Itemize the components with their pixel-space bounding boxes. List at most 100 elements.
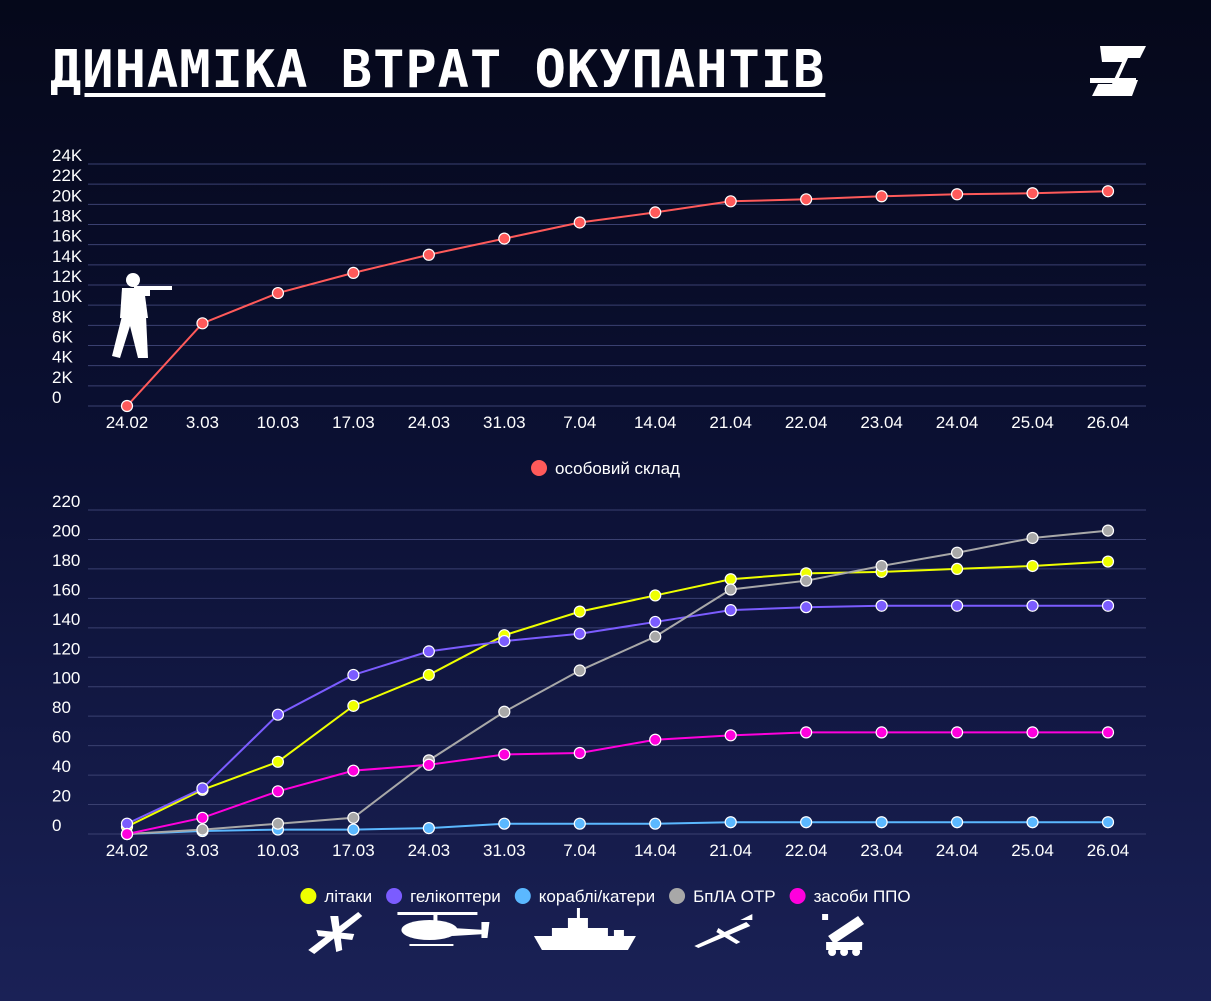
legend-item: літаки — [300, 887, 372, 906]
y-tick-label: 2K — [52, 368, 73, 387]
data-point — [1026, 559, 1039, 573]
series-line — [126, 604, 1108, 825]
legend-label: БпЛА ОТР — [693, 887, 776, 906]
data-point — [1101, 555, 1115, 568]
series-line — [126, 821, 1108, 835]
data-point — [800, 726, 813, 739]
data-point — [649, 589, 662, 602]
y-tick-label: 20K — [52, 186, 83, 205]
data-point — [196, 317, 209, 330]
data-point — [498, 634, 511, 648]
legend-label: засоби ППО — [814, 887, 911, 906]
data-point — [347, 764, 360, 777]
data-point — [950, 816, 964, 829]
data-point — [1101, 524, 1115, 537]
data-point — [196, 811, 209, 824]
data-point — [347, 668, 360, 682]
y-tick-label: 16K — [52, 227, 83, 246]
data-point — [422, 822, 435, 835]
legend-label: гелікоптери — [410, 887, 501, 906]
legend: літаки гелікоптери кораблі/катери БпЛА ОТР з… — [300, 887, 911, 906]
x-tick-label: 22.04 — [785, 841, 828, 860]
y-tick-label: 6K — [52, 328, 73, 347]
x-tick-label: 21.04 — [709, 841, 752, 860]
y-tick-label: 22K — [52, 166, 83, 185]
legend-marker — [300, 888, 317, 904]
legend-label: літаки — [324, 887, 372, 906]
legend: особовий склад — [531, 459, 680, 478]
y-tick-label: 180 — [52, 551, 80, 570]
series-2 — [120, 599, 1115, 830]
data-point — [347, 823, 360, 836]
y-tick-label: 20 — [52, 787, 71, 806]
page-title: ДИНАМІКА ВТРАТ ОКУПАНТІВ — [50, 40, 826, 100]
data-point — [875, 599, 888, 612]
x-tick-label: 22.04 — [785, 413, 828, 432]
x-tick-label: 14.04 — [634, 841, 677, 860]
legend-marker — [789, 888, 806, 904]
data-point — [950, 188, 964, 201]
data-point — [875, 559, 888, 573]
series-5 — [120, 726, 1115, 841]
x-tick-label: 24.04 — [936, 413, 979, 432]
data-point — [649, 615, 662, 629]
legend-marker — [386, 888, 403, 904]
x-tick-label: 24.03 — [408, 841, 451, 860]
legend-item: засоби ППО — [789, 887, 911, 906]
data-point — [1026, 531, 1039, 545]
legend-item: особовий склад — [531, 459, 680, 478]
x-tick-label: 26.04 — [1087, 413, 1130, 432]
x-tick-label: 24.02 — [106, 841, 149, 860]
data-point — [573, 605, 586, 618]
y-tick-label: 12K — [52, 267, 83, 286]
z-brand-logo-icon — [1090, 46, 1146, 96]
x-tick-label: 25.04 — [1011, 841, 1054, 860]
data-point — [950, 546, 964, 559]
data-point — [120, 399, 134, 413]
data-point — [573, 627, 586, 640]
data-point — [800, 193, 813, 206]
data-point — [120, 827, 134, 841]
data-point — [1101, 185, 1115, 198]
air-defense-icon — [822, 914, 865, 956]
y-tick-label: 14K — [52, 247, 83, 266]
legend-item: кораблі/катери — [514, 887, 655, 906]
y-tick-label: 0 — [52, 816, 61, 835]
x-tick-label: 7.04 — [563, 413, 596, 432]
legend-label: кораблі/катери — [539, 887, 655, 906]
data-point — [649, 817, 662, 830]
y-tick-label: 100 — [52, 669, 80, 688]
x-tick-label: 23.04 — [860, 841, 903, 860]
helicopter-icon — [397, 912, 490, 946]
series-3 — [120, 816, 1115, 841]
data-point — [950, 726, 964, 739]
x-tick-label: 24.03 — [408, 413, 451, 432]
chart-2: 0 20 40 60 80 100 120 140 160 180 200 220 24.02 3.03 1… — [52, 492, 1146, 956]
data-point — [573, 664, 586, 677]
x-tick-label: 17.03 — [332, 841, 375, 860]
y-tick-label: 24K — [52, 146, 83, 165]
y-tick-label: 140 — [52, 610, 80, 629]
data-point — [724, 816, 737, 829]
data-point — [1026, 599, 1039, 612]
x-tick-label: 21.04 — [709, 413, 752, 432]
data-point — [875, 816, 888, 829]
x-tick-label: 24.02 — [106, 413, 149, 432]
data-point — [724, 729, 737, 742]
data-point — [1101, 726, 1115, 739]
x-tick-label: 10.03 — [257, 413, 300, 432]
data-point — [498, 232, 511, 245]
data-point — [800, 574, 813, 587]
x-tick-label: 31.03 — [483, 413, 526, 432]
data-point — [422, 668, 435, 682]
data-point — [1026, 187, 1039, 200]
series-1 — [120, 185, 1115, 413]
series-4 — [120, 524, 1115, 841]
data-point — [347, 266, 360, 279]
data-point — [196, 823, 209, 836]
y-tick-label: 220 — [52, 492, 80, 511]
y-tick-label: 18K — [52, 207, 83, 226]
data-point — [422, 758, 435, 771]
series-line — [126, 560, 1109, 828]
